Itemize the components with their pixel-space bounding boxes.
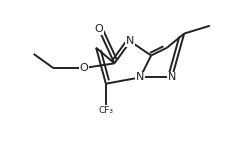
Text: N: N bbox=[136, 72, 144, 82]
Text: O: O bbox=[94, 24, 103, 34]
Text: CF₃: CF₃ bbox=[98, 106, 113, 115]
Text: N: N bbox=[168, 72, 176, 82]
Text: O: O bbox=[79, 63, 88, 73]
Text: N: N bbox=[126, 36, 135, 46]
